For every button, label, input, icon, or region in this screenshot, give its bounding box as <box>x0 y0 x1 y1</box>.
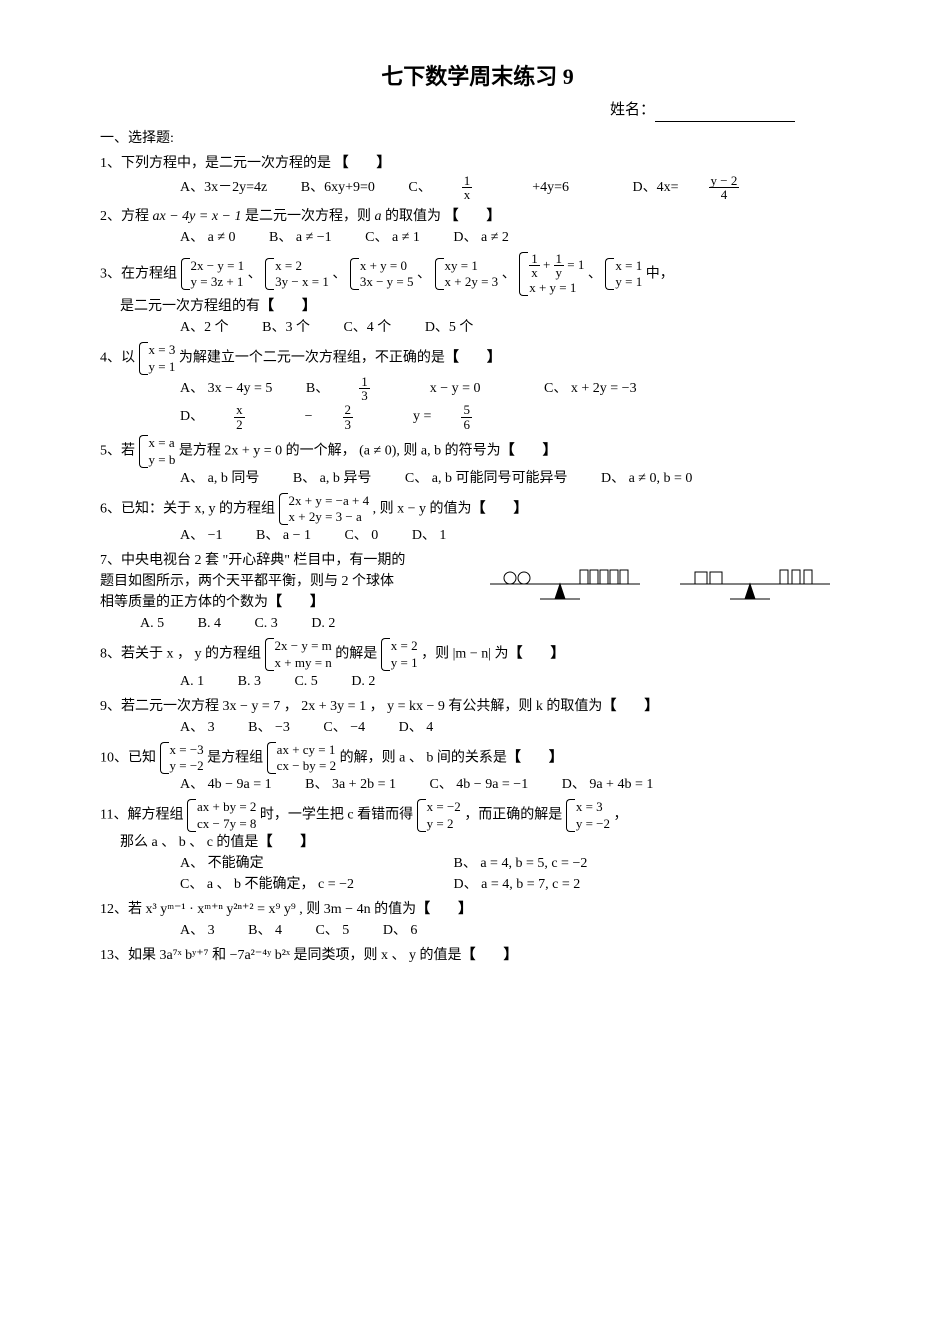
opt-d[interactable]: D、 x2 − 23 y = 56 <box>180 403 532 431</box>
answer-blank[interactable]: 【 】 <box>335 156 391 171</box>
question-3: 3、在方程组 2x − y = 1y = 3z + 1 、 x = 23y − … <box>100 252 855 339</box>
q1-stem: 1、下列方程中，是二元一次方程的是 <box>100 156 331 171</box>
question-6: 6、已知：关于 x, y 的方程组 2x + y = −a + 4x + 2y … <box>100 493 855 547</box>
section-1-header: 一、选择题: <box>100 128 855 149</box>
q11-options: A、 不能确定 B、 a = 4, b = 5, c = −2 C、 a 、 b… <box>100 853 855 895</box>
opt-b[interactable]: B、 −3 <box>248 717 290 738</box>
q2-options: A、 a ≠ 0 B、 a ≠ −1 C、 a ≠ 1 D、 a ≠ 2 <box>100 227 855 248</box>
answer-blank[interactable]: 【 】 <box>472 501 528 516</box>
opt-c[interactable]: C、 a ≠ 1 <box>365 227 420 248</box>
answer-blank[interactable]: 【 】 <box>501 444 557 459</box>
opt-d[interactable]: D、5 个 <box>425 317 474 338</box>
question-12: 12、若 x³ yᵐ⁻¹ · xᵐ⁺ⁿ y²ⁿ⁺² = x⁹ y⁹ , 则 3m… <box>100 899 855 941</box>
opt-c[interactable]: C、 x + 2y = −3 <box>544 378 637 399</box>
opt-b[interactable]: B、 a ≠ −1 <box>269 227 332 248</box>
opt-b[interactable]: B. 3 <box>238 671 261 692</box>
opt-a[interactable]: A、2 个 <box>180 317 229 338</box>
question-9: 9、若二元一次方程 3x − y = 7 ， 2x + 3y = 1 ， y =… <box>100 696 855 738</box>
opt-a[interactable]: A. 1 <box>180 671 204 692</box>
answer-blank[interactable]: 【 】 <box>509 647 565 662</box>
opt-b[interactable]: B、 a = 4, b = 5, c = −2 <box>454 853 588 874</box>
opt-c[interactable]: C、 a, b 可能同号可能异号 <box>405 468 568 489</box>
opt-d[interactable]: D. 2 <box>311 613 335 634</box>
q10-options: A、 4b − 9a = 1 B、 3a + 2b = 1 C、 4b − 9a… <box>100 774 855 795</box>
opt-d[interactable]: D、 9a + 4b = 1 <box>562 774 654 795</box>
opt-b[interactable]: B、6xy+9=0 <box>301 177 375 198</box>
opt-c[interactable]: C、1x +4y=6 <box>408 174 599 202</box>
question-4: 4、以 x = 3y = 1 为解建立一个二元一次方程组，不正确的是【 】 A、… <box>100 342 855 431</box>
opt-d[interactable]: D、 6 <box>383 920 418 941</box>
opt-d[interactable]: D、 a = 4, b = 7, c = 2 <box>454 874 581 895</box>
answer-blank[interactable]: 【 】 <box>445 351 501 366</box>
opt-a[interactable]: A、 3x − 4y = 5 <box>180 378 272 399</box>
answer-blank[interactable]: 【 】 <box>444 209 500 224</box>
opt-c[interactable]: C. 3 <box>254 613 277 634</box>
q5-options: A、 a, b 同号 B、 a, b 异号 C、 a, b 可能同号可能异号 D… <box>100 468 855 489</box>
name-blank[interactable] <box>655 121 795 122</box>
question-2: 2、方程 ax − 4y = x − 1 是二元一次方程，则 a 的取值为 【 … <box>100 206 855 248</box>
answer-blank[interactable]: 【 】 <box>258 835 314 850</box>
opt-b[interactable]: B、3 个 <box>262 317 310 338</box>
question-7: 7、中央电视台 2 套 "开心辞典" 栏目中，有一期的 题目如图所示，两个天平都… <box>100 550 855 634</box>
answer-blank[interactable]: 【 】 <box>260 299 316 314</box>
answer-blank[interactable]: 【 】 <box>507 750 563 765</box>
opt-b[interactable]: B、 a, b 异号 <box>293 468 372 489</box>
opt-c[interactable]: C、4 个 <box>343 317 391 338</box>
opt-b[interactable]: B、 a − 1 <box>256 525 311 546</box>
opt-d[interactable]: D、4x=y − 24 <box>633 174 800 202</box>
opt-d[interactable]: D. 2 <box>351 671 375 692</box>
opt-a[interactable]: A、 4b − 9a = 1 <box>180 774 272 795</box>
opt-b[interactable]: B、 3a + 2b = 1 <box>305 774 396 795</box>
opt-a[interactable]: A、 不能确定 <box>180 853 420 874</box>
opt-c[interactable]: C、 −4 <box>323 717 365 738</box>
opt-c[interactable]: C、 0 <box>344 525 378 546</box>
question-13: 13、如果 3a⁷ˣ bʸ⁺⁷ 和 −7a²⁻⁴ʸ b²ˣ 是同类项，则 x 、… <box>100 945 855 966</box>
balance-diagram <box>470 550 855 611</box>
q8-options: A. 1 B. 3 C. 5 D. 2 <box>100 671 855 692</box>
name-label: 姓名： <box>610 102 655 118</box>
q6-options: A、 −1 B、 a − 1 C、 0 D、 1 <box>100 525 855 546</box>
question-1: 1、下列方程中，是二元一次方程的是 【 】 A、3x－2y=4z B、6xy+9… <box>100 153 855 202</box>
opt-a[interactable]: A、3x－2y=4z <box>180 177 267 198</box>
opt-a[interactable]: A. 5 <box>140 613 164 634</box>
question-11: 11、解方程组 ax + by = 2cx − 7y = 8 时，一学生把 c … <box>100 799 855 895</box>
q4-options: A、 3x − 4y = 5 B、 13 x − y = 0 C、 x + 2y… <box>100 375 855 432</box>
answer-blank[interactable]: 【 】 <box>462 948 518 963</box>
question-10: 10、已知 x = −3y = −2 是方程组 ax + cy = 1cx − … <box>100 742 855 796</box>
q9-options: A、 3 B、 −3 C、 −4 D、 4 <box>100 717 855 738</box>
answer-blank[interactable]: 【 】 <box>416 902 472 917</box>
opt-d[interactable]: D、 a ≠ 0, b = 0 <box>601 468 692 489</box>
opt-c[interactable]: C、 4b − 9a = −1 <box>429 774 528 795</box>
opt-d[interactable]: D、 4 <box>399 717 434 738</box>
opt-d[interactable]: D、 1 <box>412 525 447 546</box>
opt-b[interactable]: B、 4 <box>248 920 282 941</box>
q7-options: A. 5 B. 4 C. 3 D. 2 <box>100 613 470 634</box>
answer-blank[interactable]: 【 】 <box>268 595 324 610</box>
q1-options: A、3x－2y=4z B、6xy+9=0 C、1x +4y=6 D、4x=y −… <box>100 174 855 202</box>
opt-b[interactable]: B. 4 <box>198 613 221 634</box>
q12-options: A、 3 B、 4 C、 5 D、 6 <box>100 920 855 941</box>
opt-a[interactable]: A、 a ≠ 0 <box>180 227 236 248</box>
opt-c[interactable]: C、 5 <box>315 920 349 941</box>
opt-d[interactable]: D、 a ≠ 2 <box>453 227 509 248</box>
q3-options: A、2 个 B、3 个 C、4 个 D、5 个 <box>100 317 855 338</box>
opt-a[interactable]: A、 a, b 同号 <box>180 468 259 489</box>
opt-a[interactable]: A、 −1 <box>180 525 223 546</box>
opt-a[interactable]: A、 3 <box>180 717 215 738</box>
name-field-row: 姓名： <box>100 99 855 122</box>
page-title: 七下数学周末练习 9 <box>100 60 855 93</box>
question-5: 5、若 x = ay = b 是方程 2x + y = 0 的一个解， (a ≠… <box>100 435 855 489</box>
question-8: 8、若关于 x ， y 的方程组 2x − y = mx + my = n 的解… <box>100 638 855 692</box>
opt-b[interactable]: B、 13 x − y = 0 <box>306 375 511 403</box>
opt-c[interactable]: C、 a 、 b 不能确定， c = −2 <box>180 874 420 895</box>
answer-blank[interactable]: 【 】 <box>602 699 658 714</box>
opt-c[interactable]: C. 5 <box>294 671 317 692</box>
opt-a[interactable]: A、 3 <box>180 920 215 941</box>
